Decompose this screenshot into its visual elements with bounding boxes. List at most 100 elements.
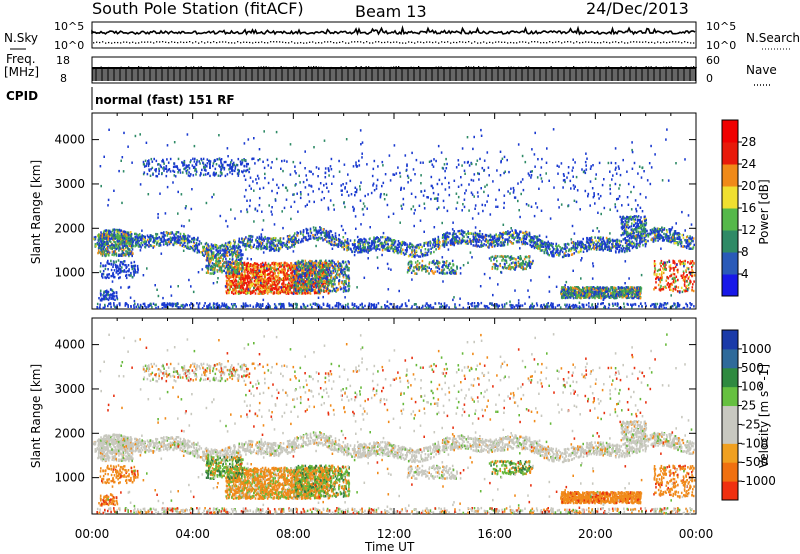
power-echo: [302, 230, 305, 233]
nsearch-point: [228, 42, 230, 44]
power-echo: [279, 291, 282, 295]
nsky-frame: [91, 21, 697, 49]
power-echo: [183, 245, 185, 248]
nave-point: [388, 67, 390, 70]
nsearch-point: [279, 41, 281, 43]
nave-point: [463, 67, 465, 69]
power-echo: [179, 235, 182, 238]
power-echo: [507, 238, 509, 241]
power-echo: [225, 290, 227, 293]
power-echo: [235, 275, 237, 278]
power-echo: [408, 245, 410, 249]
nave-point: [643, 67, 645, 69]
power-echo: [248, 276, 250, 279]
power-echo: [668, 240, 671, 243]
power-echo: [291, 292, 294, 295]
power-echo: [200, 242, 203, 245]
nave-point: [625, 66, 627, 68]
power-echo: [576, 245, 579, 248]
nsearch-point: [411, 41, 413, 44]
power-echo: [424, 248, 427, 251]
power-echo: [370, 248, 372, 252]
power-echo: [331, 236, 333, 239]
nsearch-point: [564, 41, 566, 43]
power-echo: [587, 241, 590, 244]
power-echo: [123, 242, 126, 245]
power-echo: [628, 246, 630, 249]
power-echo: [562, 255, 565, 259]
nave-point: [600, 66, 602, 69]
power-echo: [584, 244, 587, 247]
power-echo: [586, 241, 588, 244]
power-echo: [680, 240, 683, 244]
power-echo: [286, 277, 289, 280]
nave-point: [260, 66, 262, 68]
power-echo: [239, 287, 242, 290]
power-echo: [261, 273, 263, 276]
power-echo: [376, 245, 378, 248]
power-echo: [363, 237, 365, 241]
nsearch-point: [588, 41, 590, 43]
nsearch-point: [555, 41, 557, 43]
power-echo: [248, 244, 250, 247]
power-echo: [373, 244, 376, 248]
nave-point: [355, 66, 357, 68]
power-echo: [443, 233, 445, 236]
nsearch-point: [495, 41, 497, 43]
power-echo: [664, 235, 667, 238]
nave-point: [663, 66, 665, 69]
power-echo: [179, 243, 181, 247]
power-echo: [102, 231, 105, 234]
nsearch-point: [510, 41, 512, 44]
nsearch-point: [300, 41, 302, 44]
power-echo: [122, 230, 125, 233]
power-echo: [263, 246, 266, 249]
power-echo: [302, 292, 304, 295]
power-echo: [520, 230, 522, 233]
power-echo: [263, 290, 265, 293]
power-echo: [477, 244, 479, 247]
power-echo: [453, 230, 455, 233]
nave-point: [490, 67, 492, 69]
power-echo: [610, 249, 612, 252]
power-echo: [373, 236, 375, 239]
power-echo: [391, 245, 393, 249]
power-echo: [599, 236, 602, 239]
power-echo: [234, 286, 237, 289]
nave-point: [665, 66, 667, 68]
power-echo: [435, 248, 437, 251]
power-echo: [252, 282, 255, 286]
power-echo: [256, 245, 258, 248]
power-echo: [559, 250, 561, 253]
power-echo: [551, 250, 553, 253]
power-echo: [463, 235, 465, 238]
power-echo: [671, 237, 673, 240]
nave-point: [630, 66, 632, 68]
power-echo: [294, 238, 296, 241]
power-echo: [676, 232, 679, 235]
nave-point: [143, 67, 145, 70]
power-echo: [141, 234, 143, 237]
power-echo: [642, 239, 644, 243]
power-echo: [260, 247, 262, 251]
power-echo: [194, 247, 196, 251]
power-echo: [571, 246, 574, 250]
power-echo: [307, 234, 310, 238]
power-echo: [223, 244, 225, 248]
power-echo: [489, 238, 492, 242]
power-echo: [264, 277, 266, 280]
power-echo: [257, 273, 260, 276]
nsearch-point: [648, 41, 650, 44]
power-echo: [399, 251, 401, 254]
power-echo: [179, 241, 181, 245]
power-echo: [490, 242, 492, 246]
power-echo: [480, 242, 483, 245]
power-echo: [401, 240, 404, 244]
power-echo: [264, 261, 267, 265]
power-echo: [502, 244, 505, 247]
power-echo: [150, 238, 152, 241]
power-echo: [187, 247, 189, 250]
power-echo: [287, 263, 289, 266]
power-echo: [229, 245, 231, 248]
power-echo: [476, 238, 479, 241]
